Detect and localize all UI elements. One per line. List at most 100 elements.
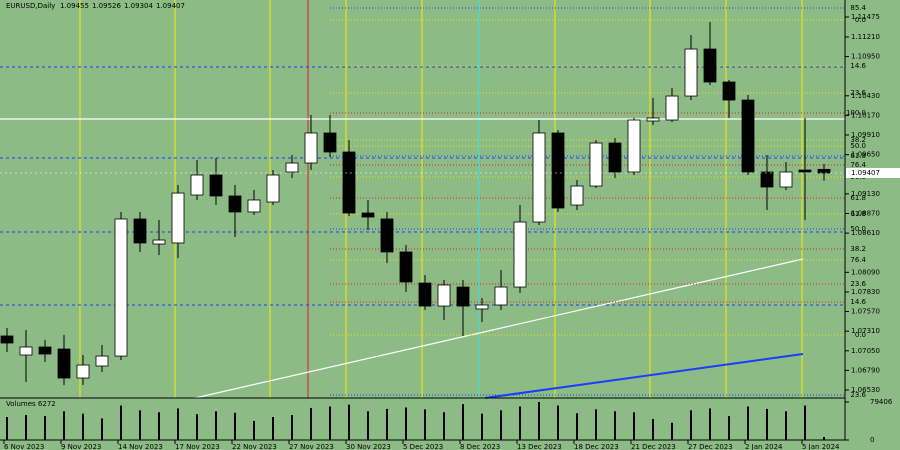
y-tick-label: 1.10950 (851, 53, 880, 61)
fib-label: 61.8 (850, 152, 866, 160)
candle-body (228, 195, 242, 213)
fib-label: 23.6 (850, 391, 866, 399)
y-tick-label: 1.06530 (851, 386, 880, 394)
candle-body (209, 174, 223, 197)
x-tick-label: 2 Jan 2024 (745, 443, 783, 450)
candle-body (19, 346, 33, 356)
y-tick-label: 1.06790 (851, 366, 880, 374)
y-tick-label: 1.11475 (851, 13, 880, 21)
y-tick-label: 1.11210 (851, 33, 880, 41)
candle-body (171, 192, 185, 244)
candle-body (589, 142, 603, 187)
x-tick-label: 17 Nov 2023 (175, 443, 220, 450)
current-price-label: 1.09407 (851, 169, 880, 177)
fib-label: 76.4 (850, 161, 866, 169)
fib-label: 23.6 (850, 280, 866, 288)
fib-label: 76.4 (850, 256, 866, 264)
y-tick-label: 1.08090 (851, 268, 880, 276)
candle-body (437, 284, 451, 307)
y-tick-label: 1.07310 (851, 327, 880, 335)
candle-body (608, 142, 622, 173)
candle-body (798, 169, 812, 173)
x-tick-label: 9 Nov 2023 (61, 443, 101, 450)
candles (0, 22, 831, 386)
candle-body (665, 95, 679, 121)
volume-pane (6, 402, 825, 440)
candle-body (551, 132, 565, 209)
candle-body (513, 221, 527, 288)
volume-tick-label: 0 (870, 436, 874, 444)
candle-body (570, 185, 584, 206)
fib-label: 61.8 (850, 210, 866, 218)
fib-label: 38.2 (850, 245, 866, 253)
fib-label: 23.6 (850, 89, 866, 97)
x-tick-label: 27 Nov 2023 (289, 443, 334, 450)
fib-label: 0.0 (855, 331, 866, 339)
fib-label: 61.8 (850, 194, 866, 202)
candle-body (627, 119, 641, 173)
x-tick-label: 5 Dec 2023 (403, 443, 443, 450)
candle-body (361, 212, 375, 218)
candle-body (190, 174, 204, 196)
y-tick-label: 1.09130 (851, 190, 880, 198)
y-tick-label: 1.10430 (851, 92, 880, 100)
x-tick-label: 6 Nov 2023 (4, 443, 44, 450)
candle-body (95, 355, 109, 367)
symbol: EURUSD,Daily (6, 2, 55, 10)
candle-body (399, 251, 413, 283)
candle-body (722, 81, 736, 101)
y-tick-label: 1.09650 (851, 151, 880, 159)
candle-body (817, 168, 831, 174)
x-tick-label: 27 Dec 2023 (688, 443, 733, 450)
fib-label: 50.0 (850, 225, 866, 233)
header-close: 1.09407 (156, 2, 185, 10)
candle-body (684, 48, 698, 97)
y-tick-label: 1.08870 (851, 209, 880, 217)
y-tick-label: 1.07570 (851, 308, 880, 316)
candle-body (646, 117, 660, 122)
x-tick-label: 21 Dec 2023 (631, 443, 676, 450)
x-tick-label: 22 Nov 2023 (232, 443, 277, 450)
x-tick-label: 18 Dec 2023 (574, 443, 619, 450)
trend-line (484, 353, 804, 399)
fib-label: 38.2 (850, 136, 866, 144)
volume-label: Volumes 6272 (6, 400, 56, 408)
candle-body (380, 218, 394, 253)
candle-body (323, 132, 337, 153)
fib-levels: 85.40.014.623.6100.038.250.061.876.450.0… (330, 4, 867, 399)
candle-body (532, 132, 546, 223)
fib-label: 14.6 (850, 62, 866, 70)
fib-label: 14.6 (850, 298, 866, 306)
y-tick-label: 1.07830 (851, 288, 880, 296)
y-tick-label: 1.09910 (851, 131, 880, 139)
x-tick-label: 13 Dec 2023 (517, 443, 562, 450)
candle-body (38, 346, 52, 355)
trend-line (194, 258, 804, 399)
candle-body (418, 282, 432, 307)
candle-body (779, 171, 793, 188)
candle-body (703, 48, 717, 83)
axes: 1.11475 1.11210 1.10950 1.10430 1.10170 1.099… (0, 13, 900, 450)
candle-body (760, 171, 774, 188)
header-open: 1.09455 (60, 2, 89, 10)
x-tick-label: 5 Jan 2024 (802, 443, 840, 450)
x-tick-label: 8 Dec 2023 (460, 443, 500, 450)
current-price-box (846, 167, 900, 178)
header-low: 1.09304 (124, 2, 153, 10)
fib-label: 85.4 (850, 4, 866, 12)
candle-body (152, 239, 166, 245)
candle-body (304, 132, 318, 164)
fib-label: 100.0 (846, 109, 866, 117)
candle-body (342, 151, 356, 214)
candle-body (57, 348, 71, 379)
candle-body (494, 286, 508, 306)
candle-body (247, 199, 261, 213)
candle-body (266, 174, 280, 203)
candle-body (76, 364, 90, 379)
candle-body (285, 162, 299, 173)
candle-body (114, 218, 128, 357)
fib-label: 50.0 (850, 142, 866, 150)
y-tick-label: 1.07050 (851, 347, 880, 355)
candle-body (133, 218, 147, 244)
